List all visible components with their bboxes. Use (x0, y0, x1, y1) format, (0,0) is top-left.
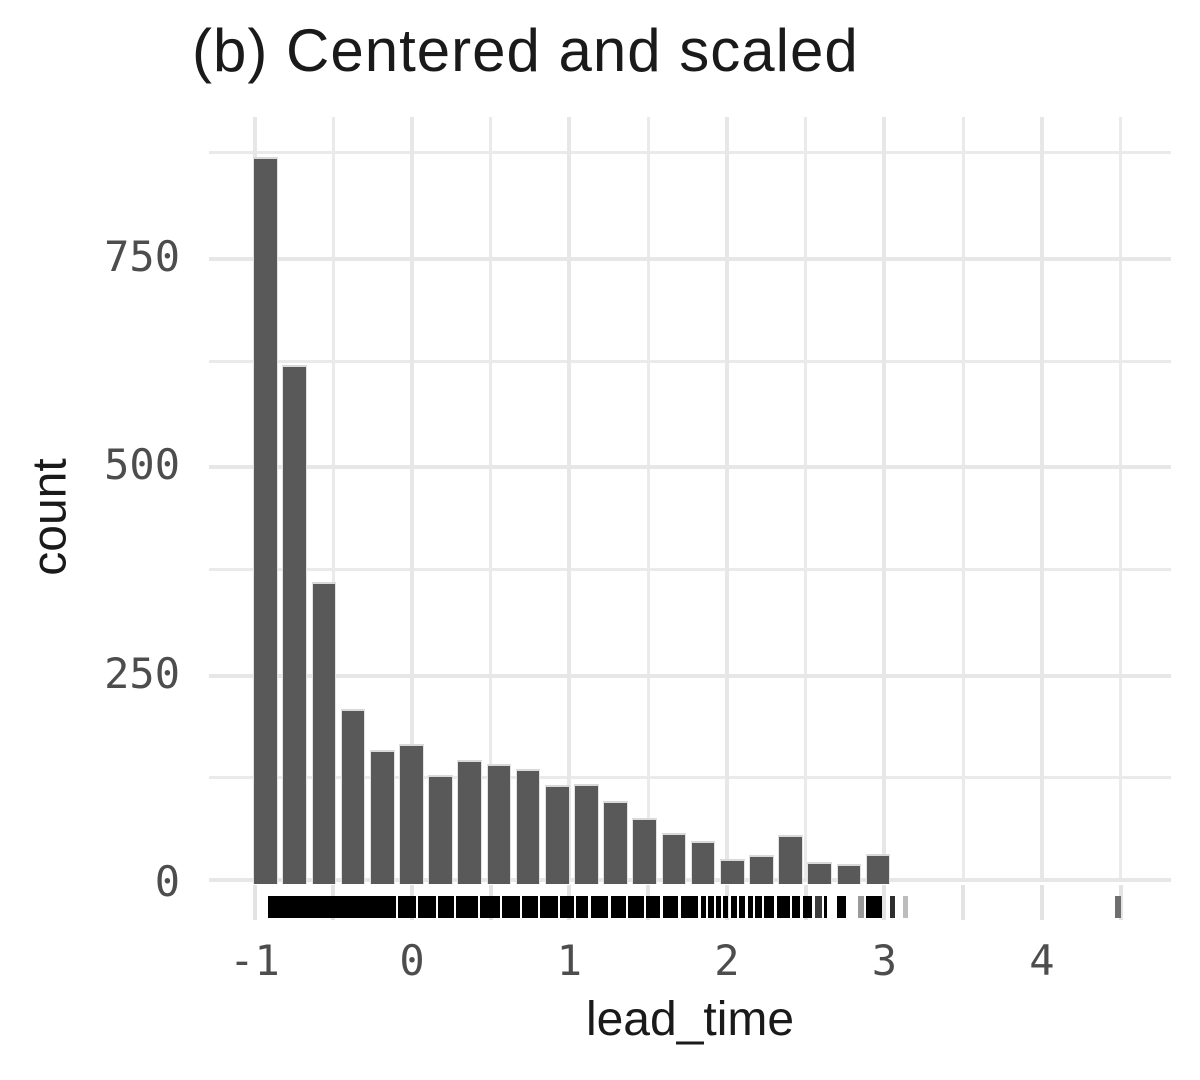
major-gridline-x (882, 117, 887, 882)
minor-gridline-x (489, 117, 493, 882)
x-tick-label: 3 (871, 936, 898, 985)
histogram-bar (282, 365, 308, 884)
major-gridline-x (567, 117, 572, 882)
histogram-bar (486, 763, 512, 884)
histogram-bar (603, 801, 628, 884)
rug-mark (857, 896, 864, 918)
rug-mark (700, 896, 706, 918)
rug-mark (521, 896, 538, 918)
major-gridline-y (209, 465, 1171, 470)
rug-mark (1114, 896, 1121, 918)
rug-mark (902, 896, 908, 918)
rug-mark (722, 896, 728, 918)
histogram-bar (311, 582, 337, 884)
y-tick-label: 250 (104, 648, 180, 698)
histogram-bar (836, 863, 862, 884)
rug-mark (865, 896, 882, 918)
y-tick-label: 500 (104, 440, 180, 490)
major-gridline-x (1039, 117, 1044, 882)
minor-gridline-x (804, 117, 808, 882)
rug-mark (730, 896, 737, 918)
rug-mark (610, 896, 626, 918)
rug-mark (802, 896, 812, 918)
rug-mark (823, 896, 827, 918)
minor-gridline-x (331, 117, 335, 882)
rug-mark (680, 896, 698, 918)
histogram-bar (515, 768, 541, 884)
rug-mark (575, 896, 588, 918)
major-gridline-y (209, 878, 1171, 882)
histogram-bar (749, 854, 774, 884)
y-tick-label: 0 (154, 857, 180, 906)
rug-mark (540, 896, 558, 918)
histogram-bar (807, 862, 833, 884)
histogram-bar (778, 835, 803, 884)
x-tick-mark (1039, 885, 1044, 920)
histogram-bar (544, 785, 570, 884)
x-tick-label: 1 (556, 936, 583, 985)
rug-mark (501, 896, 520, 918)
minor-gridline-y (209, 776, 1171, 780)
x-tick-mark (882, 885, 887, 920)
rug-mark (662, 896, 678, 918)
x-tick-mark (961, 885, 966, 920)
rug-mark (480, 896, 500, 918)
x-tick-label: 4 (1029, 936, 1055, 985)
histogram-bar (574, 783, 599, 884)
rug-mark (791, 896, 800, 918)
rug-mark (417, 896, 436, 918)
minor-gridline-y (209, 359, 1171, 363)
minor-gridline-x (646, 117, 650, 882)
rug-mark (738, 896, 745, 918)
rug-mark (747, 896, 753, 918)
major-gridline-y (209, 257, 1171, 261)
histogram-bar (690, 841, 716, 884)
minor-gridline-y (209, 151, 1171, 155)
plot-panel (209, 117, 1171, 884)
rug-mark (560, 896, 574, 918)
rug-mark (889, 896, 895, 918)
y-tick-label: 750 (104, 232, 180, 281)
rug-mark (437, 896, 454, 918)
rug-mark (763, 896, 774, 918)
histogram-bar (428, 774, 453, 884)
x-tick-label: 2 (714, 936, 740, 985)
histogram-bar (661, 832, 687, 884)
major-gridline-x (409, 117, 414, 882)
rug-mark (627, 896, 644, 918)
rug-mark (455, 896, 478, 918)
rug-mark (397, 896, 416, 918)
rug-mark (268, 896, 396, 918)
minor-gridline-y (209, 568, 1171, 571)
rug-mark (645, 896, 660, 918)
x-tick-mark (252, 885, 257, 920)
x-tick-label: 0 (399, 936, 425, 985)
rug-mark (590, 896, 608, 918)
rug-mark (754, 896, 762, 918)
major-gridline-x (724, 117, 729, 882)
histogram-bar (253, 157, 278, 884)
minor-gridline-x (1119, 117, 1123, 882)
major-gridline-y (209, 673, 1171, 678)
histogram-bar (865, 853, 891, 884)
histogram-bar (632, 817, 658, 884)
histogram-bar (719, 858, 745, 884)
histogram-bar (340, 708, 366, 884)
rug-mark (814, 896, 822, 918)
rug-mark (715, 896, 721, 918)
histogram-bar (399, 743, 424, 884)
x-tick-label: -1 (229, 936, 280, 985)
rug-mark (707, 896, 714, 918)
minor-gridline-x (961, 117, 965, 882)
plot-title: (b) Centered and scaled (192, 17, 859, 84)
rug-mark (836, 896, 846, 918)
histogram-bar (457, 759, 483, 884)
rug-mark (776, 896, 790, 918)
x-axis-title: lead_time (585, 993, 795, 1046)
histogram-bar (369, 749, 395, 884)
